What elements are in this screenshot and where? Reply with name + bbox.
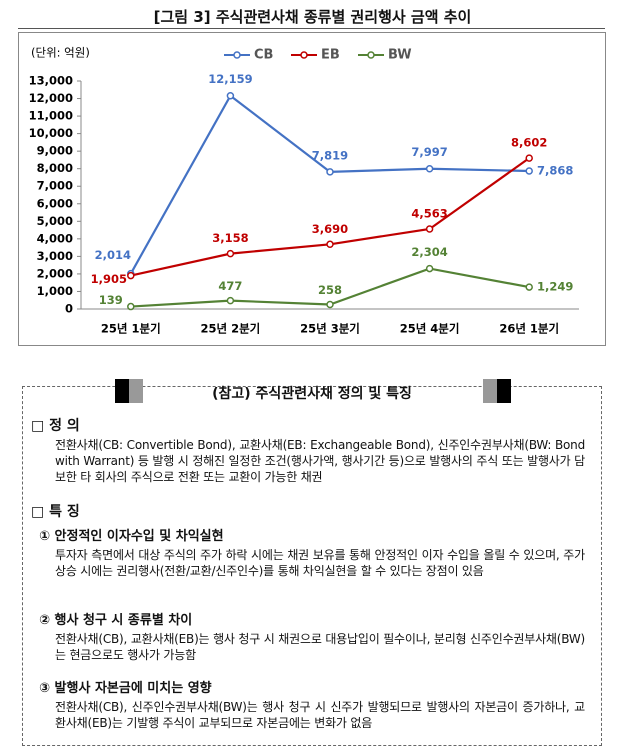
y-tick-label: 0 — [65, 302, 73, 316]
y-tick-label: 2,000 — [37, 266, 73, 280]
point — [326, 300, 334, 309]
title-rule — [18, 28, 605, 29]
legend-marker — [233, 51, 241, 59]
y-tick-label: 3,000 — [37, 249, 73, 263]
value-label: 1,905 — [91, 272, 127, 286]
point — [226, 91, 235, 100]
legend-label: EB — [321, 48, 340, 63]
y-tick-label: 4,000 — [37, 231, 73, 245]
value-label: 3,690 — [312, 222, 348, 236]
x-tick-label: 26년 1분기 — [499, 322, 559, 336]
point — [127, 302, 135, 311]
point — [525, 167, 533, 175]
feature-text: 투자자 측면에서 대상 주식의 주가 하락 시에는 채권 보유를 통해 안정적인… — [55, 548, 585, 578]
reference-title: (참고) 주식관련사채 정의 및 특징 — [212, 386, 412, 402]
feature-text: 전환사채(CB), 교환사채(EB)는 행사 청구 시 채권으로 대용납입이 필… — [55, 632, 585, 662]
features-heading: □ 특 징 — [31, 504, 80, 520]
x-tick-label: 25년 4분기 — [400, 322, 460, 336]
y-tick-label: 10,000 — [29, 126, 73, 140]
decor-block — [483, 379, 497, 403]
reference-header: (참고) 주식관련사채 정의 및 특징 — [23, 379, 601, 405]
value-label: 1,249 — [537, 280, 573, 294]
value-label: 7,868 — [537, 164, 573, 178]
feature-text: 전환사채(CB), 신주인수권부사채(BW)는 행사 청구 시 신주가 발행되므… — [55, 700, 585, 730]
value-label: 477 — [218, 279, 242, 293]
feature-title: ③ 발행사 자본금에 미치는 영향 — [39, 681, 212, 696]
legend-label: BW — [388, 48, 412, 63]
y-tick-label: 12,000 — [29, 91, 73, 105]
x-tick-label: 25년 1분기 — [101, 322, 161, 336]
value-label: 139 — [99, 293, 123, 307]
point — [226, 249, 235, 258]
point — [425, 164, 434, 173]
point — [425, 225, 434, 233]
point — [127, 271, 135, 280]
reference-box: (참고) 주식관련사채 정의 및 특징 □ 정 의 전환사채(CB: Conve… — [22, 379, 602, 746]
value-label: 7,819 — [312, 148, 348, 162]
point — [226, 296, 235, 305]
point — [425, 264, 434, 273]
decor-block — [497, 379, 511, 403]
unit-label: (단위: 억원) — [31, 46, 90, 60]
x-tick-label: 25년 2분기 — [201, 322, 261, 336]
value-label: 2,014 — [95, 248, 131, 262]
legend-marker — [367, 51, 375, 59]
value-label: 8,602 — [511, 136, 547, 150]
point — [525, 283, 533, 291]
value-label: 12,159 — [208, 72, 252, 86]
value-label: 7,997 — [411, 145, 447, 159]
series-line — [130, 157, 530, 277]
value-label: 2,304 — [411, 245, 447, 259]
figure-title: [그림 3] 주식관련사채 종류별 권리행사 금액 추이 — [153, 8, 472, 26]
chart: (단위: 억원) 0 1,000 2,000 3,000 4,000 5,000 6,000… — [18, 32, 606, 346]
y-tick-label: 13,000 — [29, 74, 73, 88]
definition-heading: □ 정 의 — [31, 418, 80, 434]
y-tick-label: 11,000 — [29, 109, 73, 123]
legend-marker — [300, 51, 308, 59]
definition-text: 전환사채(CB: Convertible Bond), 교환사채(EB: Exc… — [55, 438, 585, 484]
y-tick-label: 7,000 — [37, 179, 73, 193]
value-label: 258 — [318, 283, 342, 297]
point — [326, 168, 334, 176]
y-tick-label: 8,000 — [37, 161, 73, 175]
value-label: 4,563 — [411, 206, 447, 220]
feature-title: ① 안정적인 이자수입 및 차익실현 — [39, 529, 224, 544]
y-tick-label: 9,000 — [37, 144, 73, 158]
legend-label: CB — [254, 48, 273, 63]
value-label: 3,158 — [212, 231, 248, 245]
y-tick-label: 5,000 — [37, 214, 73, 228]
point — [326, 240, 334, 249]
point — [525, 154, 533, 162]
x-tick-label: 25년 3분기 — [300, 322, 360, 336]
decor-block — [129, 379, 143, 403]
decor-block — [115, 379, 129, 403]
feature-title: ② 행사 청구 시 종류별 차이 — [39, 613, 193, 628]
y-tick-label: 6,000 — [37, 196, 73, 210]
y-tick-label: 1,000 — [37, 284, 73, 298]
